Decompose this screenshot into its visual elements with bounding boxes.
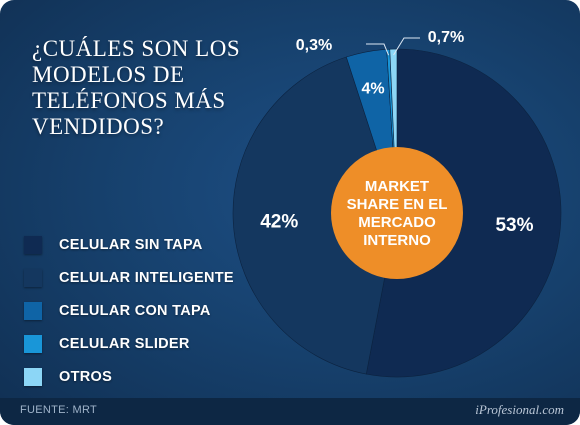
center-label-line: MARKET — [365, 178, 429, 195]
legend-swatch — [24, 368, 42, 386]
source-note: FUENTE: MRT — [20, 404, 98, 416]
center-circle — [331, 147, 463, 279]
callout-line-5 — [393, 37, 420, 56]
legend-item: OTROS — [24, 366, 234, 388]
legend-item: CELULAR CON TAPA — [24, 300, 234, 322]
data-label-5: 0,7% — [428, 29, 464, 46]
data-label-1: 53% — [495, 215, 533, 236]
center-label-line: SHARE EN EL — [347, 196, 448, 213]
legend-swatch — [24, 236, 42, 254]
legend-swatch — [24, 302, 42, 320]
data-label-2: 42% — [260, 211, 298, 232]
center-label: MARKET SHARE EN EL MERCADO INTERNO — [347, 178, 448, 249]
legend-label: OTROS — [59, 369, 113, 385]
legend-item: CELULAR SIN TAPA — [24, 234, 234, 256]
data-label-3: 4% — [361, 80, 384, 97]
legend-label: CELULAR CON TAPA — [59, 303, 211, 319]
legend-label: CELULAR SLIDER — [59, 336, 190, 352]
legend-swatch — [24, 269, 42, 287]
data-label-4: 0,3% — [296, 37, 332, 54]
chart-title: ¿CUÁLES SON LOS MODELOS DE TELÉFONOS MÁS… — [32, 36, 241, 139]
callout-line-4 — [366, 43, 390, 56]
legend: CELULAR SIN TAPA CELULAR INTELIGENTE CELUL… — [24, 234, 234, 399]
legend-label: CELULAR SIN TAPA — [59, 237, 203, 253]
legend-swatch — [24, 335, 42, 353]
center-label-line: MERCADO — [358, 214, 436, 231]
legend-item: CELULAR SLIDER — [24, 333, 234, 355]
pie-slice-2 — [232, 56, 398, 375]
legend-label: CELULAR INTELIGENTE — [59, 270, 234, 286]
legend-item: CELULAR INTELIGENTE — [24, 267, 234, 289]
center-label-line: INTERNO — [363, 232, 431, 249]
footer: FUENTE: MRT iProfesional.com — [0, 398, 580, 425]
brand-logo: iProfesional.com — [475, 402, 564, 417]
pie-slice-1 — [365, 48, 562, 378]
